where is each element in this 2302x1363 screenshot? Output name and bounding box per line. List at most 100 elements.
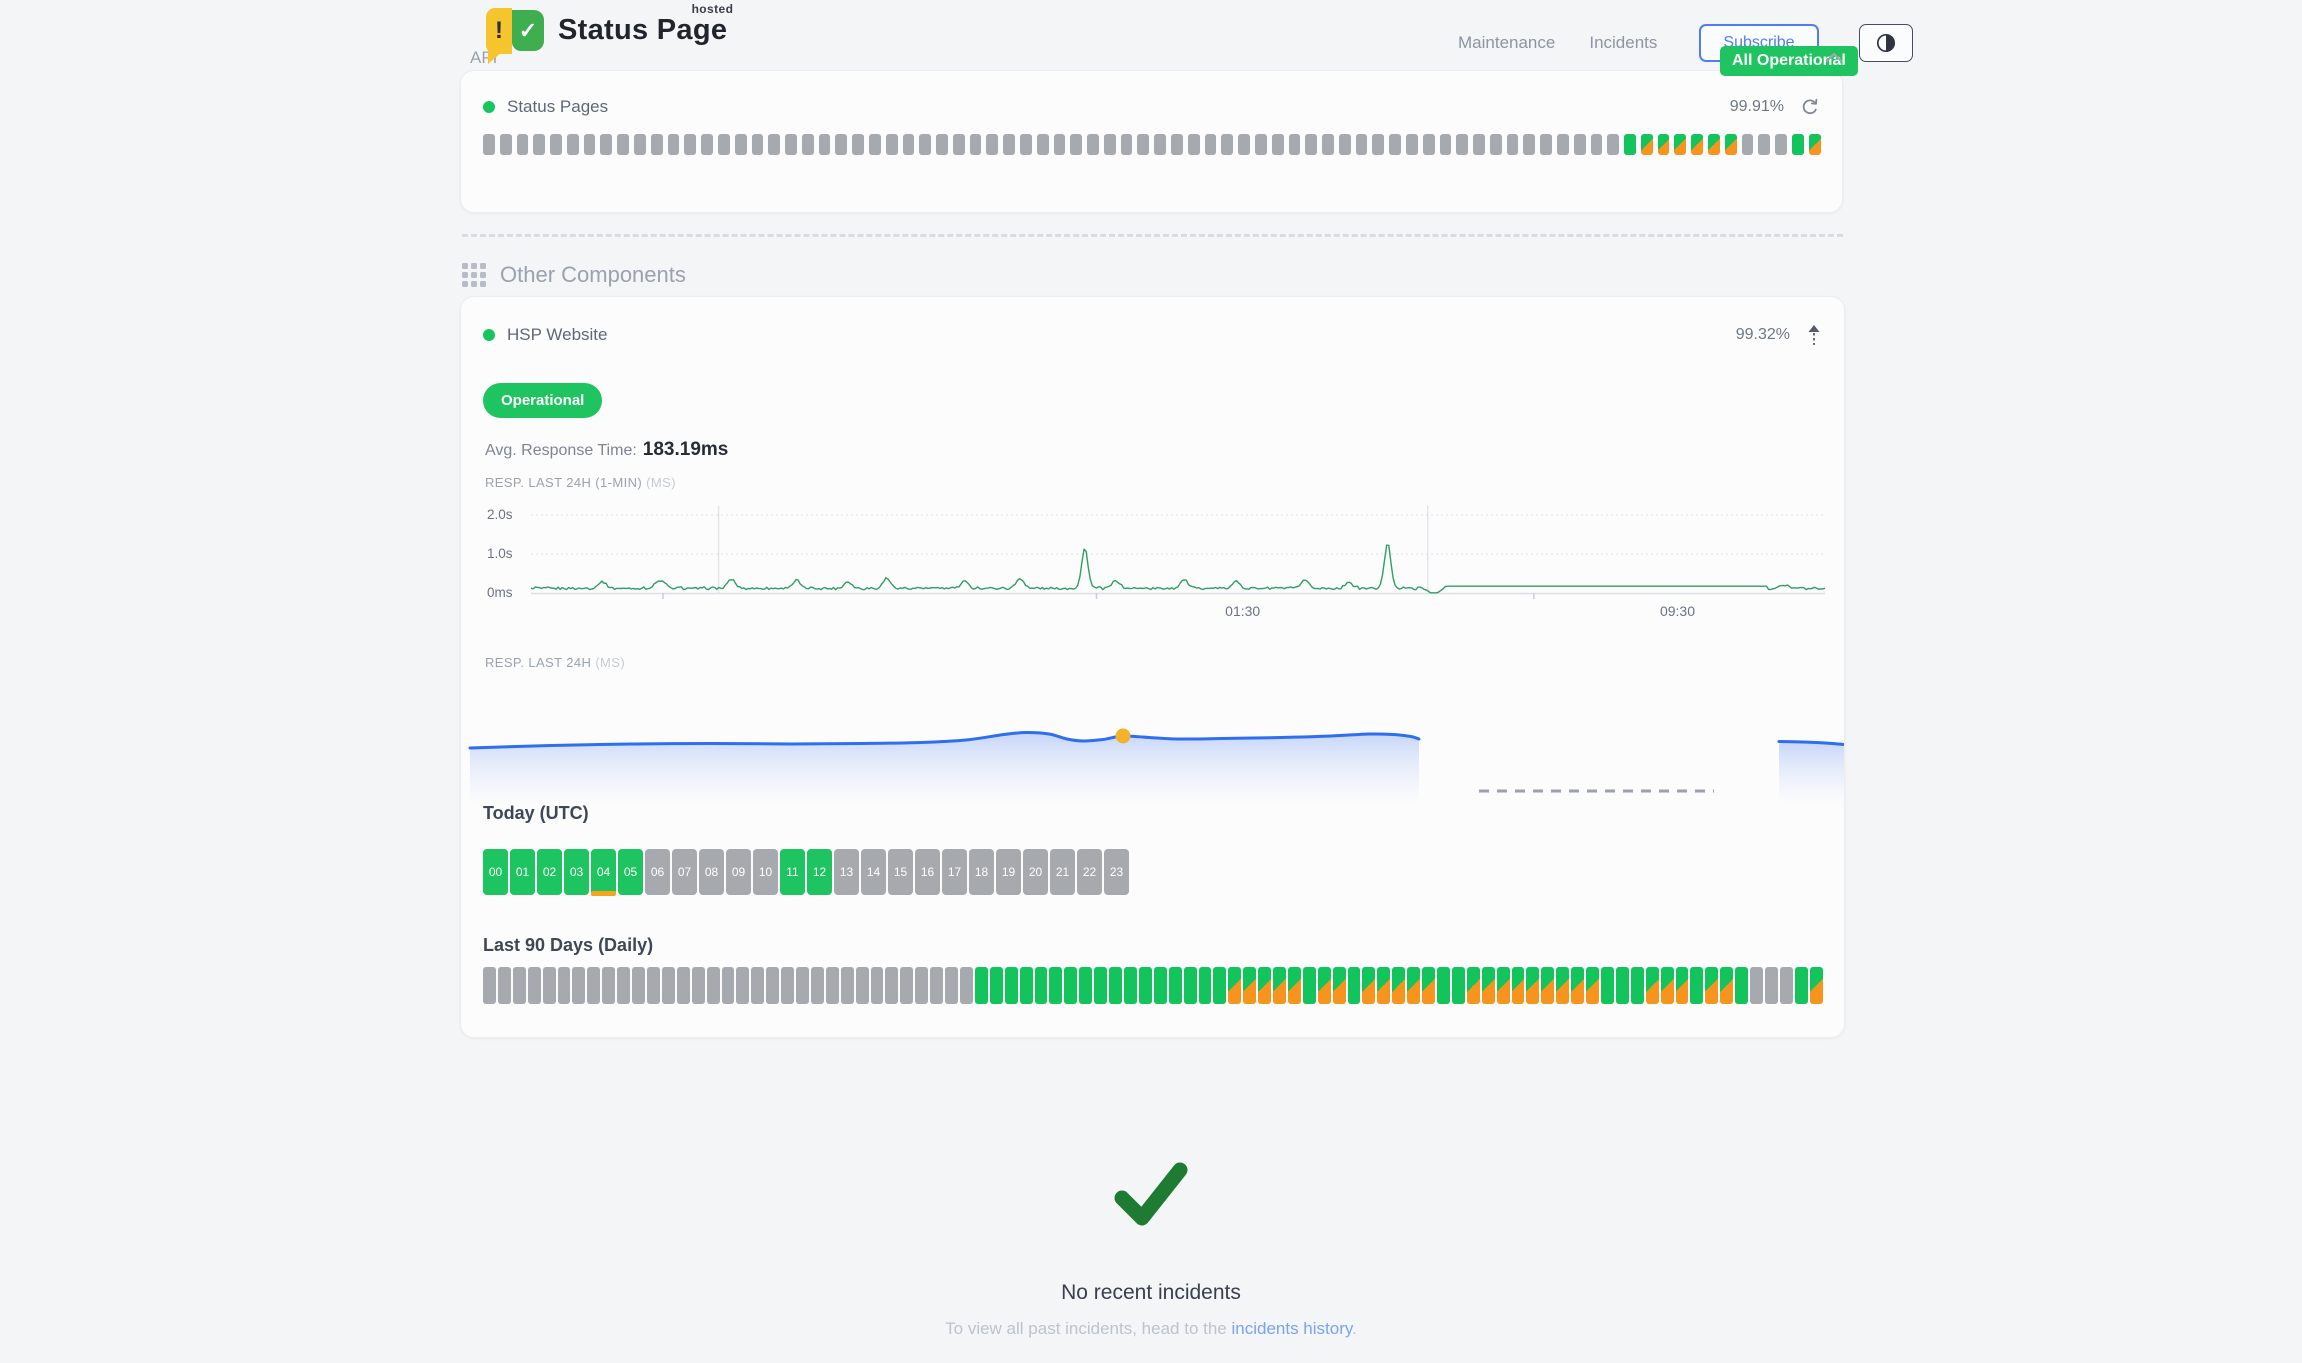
uptime-bar[interactable]: [1496, 967, 1510, 1004]
hour-block-19[interactable]: 19: [996, 849, 1021, 895]
uptime-bar[interactable]: [768, 134, 781, 155]
uptime-bar[interactable]: [1171, 134, 1183, 155]
uptime-bar[interactable]: [900, 967, 914, 1004]
uptime-bar[interactable]: [989, 967, 1003, 1004]
uptime-bar[interactable]: [734, 134, 747, 155]
uptime-bar[interactable]: [1407, 967, 1421, 1004]
uptime-bar[interactable]: [701, 134, 713, 155]
uptime-bar[interactable]: [706, 967, 720, 1004]
hour-block-05[interactable]: 05: [618, 849, 643, 895]
uptime-bar[interactable]: [1138, 967, 1152, 1004]
uptime-bar[interactable]: [868, 134, 881, 155]
uptime-bar[interactable]: [974, 967, 988, 1004]
uptime-bar[interactable]: [587, 967, 601, 1004]
uptime-bar[interactable]: [1004, 967, 1018, 1004]
uptime-bar[interactable]: [1036, 134, 1049, 155]
uptime-bar[interactable]: [1586, 967, 1599, 1004]
hour-block-23[interactable]: 23: [1104, 849, 1129, 895]
uptime-bar[interactable]: [930, 967, 944, 1004]
hour-block-00[interactable]: 00: [483, 849, 508, 895]
uptime-bar[interactable]: [1372, 134, 1385, 155]
uptime-bar[interactable]: [1120, 134, 1133, 155]
uptime-bar[interactable]: [1238, 134, 1250, 155]
uptime-bar[interactable]: [1287, 967, 1301, 1004]
uptime-bar[interactable]: [691, 967, 705, 1004]
uptime-bar[interactable]: [1437, 967, 1450, 1004]
hour-block-12[interactable]: 12: [807, 849, 832, 895]
uptime-bar[interactable]: [1764, 967, 1778, 1004]
uptime-bar[interactable]: [676, 967, 690, 1004]
uptime-bar[interactable]: [497, 967, 511, 1004]
uptime-bar[interactable]: [1392, 967, 1406, 1004]
uptime-bar[interactable]: [533, 134, 546, 155]
uptime-bar[interactable]: [1389, 134, 1401, 155]
hour-block-13[interactable]: 13: [834, 849, 859, 895]
uptime-bar[interactable]: [1123, 967, 1137, 1004]
hour-block-04[interactable]: 04: [591, 849, 616, 896]
uptime-bar[interactable]: [945, 967, 958, 1004]
uptime-bar[interactable]: [1064, 967, 1078, 1004]
hour-block-10[interactable]: 10: [753, 849, 778, 895]
hour-block-06[interactable]: 06: [645, 849, 670, 895]
uptime-bar[interactable]: [557, 967, 571, 1004]
uptime-bar[interactable]: [1451, 967, 1465, 1004]
uptime-bar[interactable]: [1258, 967, 1272, 1004]
uptime-bar[interactable]: [1557, 134, 1569, 155]
uptime-bar[interactable]: [1137, 134, 1150, 155]
uptime-bar[interactable]: [1456, 134, 1469, 155]
uptime-bar[interactable]: [1049, 967, 1063, 1004]
uptime-bar[interactable]: [1302, 967, 1316, 1004]
uptime-bar[interactable]: [1347, 967, 1361, 1004]
uptime-bar[interactable]: [1422, 967, 1435, 1004]
uptime-bar[interactable]: [717, 134, 730, 155]
uptime-bar[interactable]: [1322, 134, 1334, 155]
uptime-bar[interactable]: [512, 967, 526, 1004]
uptime-bar[interactable]: [721, 967, 735, 1004]
uptime-bar[interactable]: [1630, 967, 1644, 1004]
uptime-bar[interactable]: [1758, 134, 1771, 155]
uptime-bar[interactable]: [617, 967, 631, 1004]
uptime-bar[interactable]: [1034, 967, 1048, 1004]
uptime-bar[interactable]: [1775, 134, 1787, 155]
uptime-bar[interactable]: [1590, 134, 1603, 155]
uptime-bar[interactable]: [1168, 967, 1182, 1004]
hour-block-21[interactable]: 21: [1050, 849, 1075, 895]
nav-maintenance[interactable]: Maintenance: [1458, 33, 1556, 52]
uptime-bar[interactable]: [986, 134, 999, 155]
uptime-bar[interactable]: [1473, 134, 1485, 155]
uptime-bar[interactable]: [1674, 134, 1687, 155]
uptime-bar[interactable]: [1053, 134, 1066, 155]
uptime-bar[interactable]: [617, 134, 630, 155]
uptime-bar[interactable]: [936, 134, 948, 155]
uptime-bar[interactable]: [1640, 134, 1653, 155]
uptime-bar[interactable]: [751, 134, 764, 155]
uptime-bar[interactable]: [952, 134, 965, 155]
hour-block-08[interactable]: 08: [699, 849, 724, 895]
uptime-bar[interactable]: [1221, 134, 1234, 155]
uptime-bar[interactable]: [1254, 134, 1267, 155]
uptime-bar[interactable]: [483, 967, 496, 1004]
uptime-bar[interactable]: [902, 134, 915, 155]
uptime-bar[interactable]: [583, 134, 596, 155]
section-collapse-chevron[interactable]: [1824, 50, 1844, 69]
uptime-bar[interactable]: [1109, 967, 1122, 1004]
uptime-bar[interactable]: [796, 967, 809, 1004]
uptime-bar[interactable]: [1779, 967, 1793, 1004]
hour-block-14[interactable]: 14: [861, 849, 886, 895]
uptime-bar[interactable]: [1020, 134, 1032, 155]
uptime-bar[interactable]: [1600, 967, 1614, 1004]
uptime-bar[interactable]: [1154, 134, 1167, 155]
uptime-bar[interactable]: [1489, 134, 1502, 155]
uptime-bar[interactable]: [1243, 967, 1257, 1004]
uptime-bar[interactable]: [825, 967, 839, 1004]
hour-block-22[interactable]: 22: [1077, 849, 1102, 895]
uptime-bar[interactable]: [1720, 967, 1734, 1004]
uptime-bar[interactable]: [600, 134, 613, 155]
uptime-bar[interactable]: [1377, 967, 1391, 1004]
uptime-bar[interactable]: [499, 134, 512, 155]
hour-block-16[interactable]: 16: [915, 849, 940, 895]
uptime-bar[interactable]: [572, 967, 586, 1004]
uptime-bar[interactable]: [1705, 967, 1719, 1004]
uptime-bar[interactable]: [1794, 967, 1808, 1004]
uptime-bar[interactable]: [1741, 134, 1754, 155]
